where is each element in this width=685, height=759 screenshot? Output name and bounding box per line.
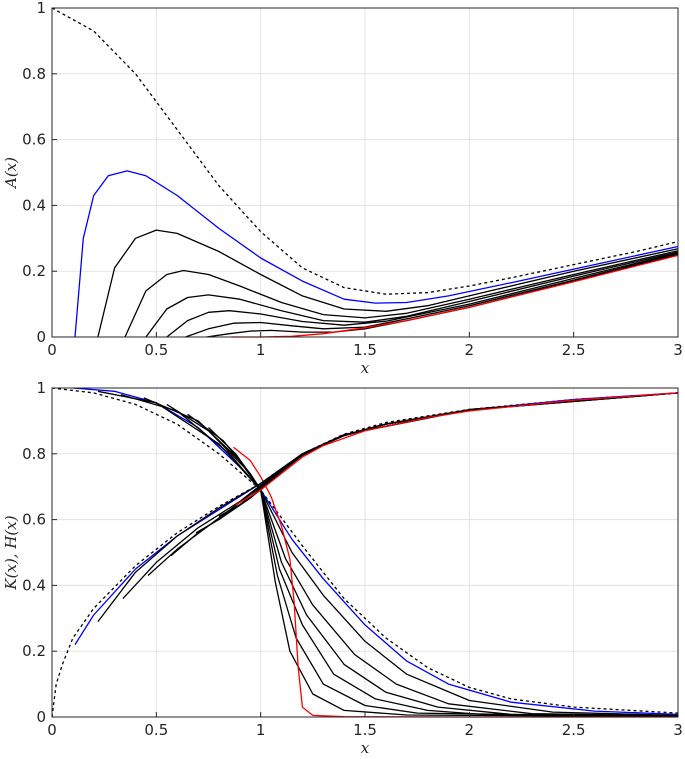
y-tick-label: 1 [36, 0, 46, 17]
chart-panel-2: 0 0.5 1 1.5 2 2.5 3 0 0.2 0.4 0.6 0.8 1 x K(x), H(x) [2, 379, 683, 757]
x-tick-label: 2.5 [562, 341, 586, 359]
x-tick-label: 0.5 [144, 341, 168, 359]
chart-panel-1: 0 0.5 1 1.5 2 2.5 3 0 0.2 0.4 0.6 0.8 1 x A(x) [2, 0, 683, 377]
series-line-12 [97, 392, 679, 622]
series-line-5 [143, 397, 679, 717]
y-axis-label: K(x), H(x) [2, 515, 20, 590]
y-tick-label: 0 [36, 328, 46, 346]
series-line-6 [166, 252, 679, 338]
y-tick-label: 0.2 [22, 642, 46, 660]
y-tick-label: 0.2 [22, 262, 46, 280]
x-tick-label: 2 [465, 721, 475, 739]
x-tick-label: 1 [256, 341, 266, 359]
y-tick-label: 0.8 [22, 65, 46, 83]
x-tick-label: 3 [673, 721, 683, 739]
x-tick-label: 2 [465, 341, 475, 359]
x-tick-label: 1 [256, 721, 266, 739]
series-line-2 [74, 170, 679, 338]
x-tick-label: 1.5 [353, 721, 377, 739]
x-tick-label: 0 [47, 341, 57, 359]
series-line-6 [166, 403, 679, 717]
y-tick-label: 0.4 [22, 196, 46, 214]
x-axis-label: x [361, 359, 370, 377]
y-tick-label: 0.6 [22, 511, 46, 529]
series-line-11 [74, 392, 679, 645]
x-tick-label: 0 [47, 721, 57, 739]
y-tick-label: 1 [36, 379, 46, 397]
y-tick-label: 0.4 [22, 576, 46, 594]
y-axis-label: A(x) [2, 157, 20, 190]
x-tick-label: 2.5 [562, 721, 586, 739]
series-line-5 [145, 251, 679, 338]
series-line-4 [120, 393, 679, 717]
series-line-18 [235, 392, 679, 506]
x-tick-label: 0.5 [144, 721, 168, 739]
series-line-1 [51, 7, 679, 295]
x-tick-label: 3 [673, 341, 683, 359]
series-line-8 [208, 427, 679, 718]
series-line-17 [218, 392, 679, 517]
x-tick-label: 1.5 [353, 341, 377, 359]
y-tick-label: 0 [36, 708, 46, 726]
series-line-2 [72, 387, 679, 716]
y-tick-label: 0.8 [22, 445, 46, 463]
series-line-9 [233, 446, 678, 718]
series-line-3 [97, 229, 679, 338]
x-axis-label: x [361, 739, 370, 757]
series-line-1 [51, 387, 679, 714]
series-line-4 [124, 250, 679, 338]
series-line-7 [187, 413, 679, 718]
y-tick-label: 0.6 [22, 131, 46, 149]
series-line-3 [97, 390, 679, 717]
series-line-7 [185, 253, 679, 338]
